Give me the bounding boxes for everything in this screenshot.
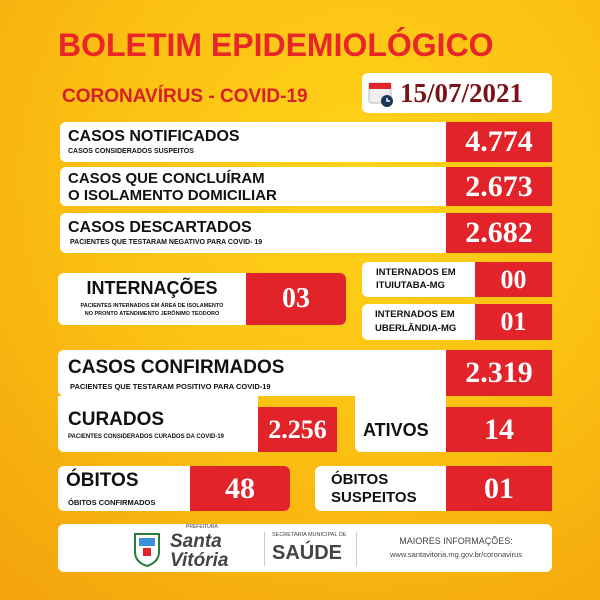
row-value: 4.774: [446, 122, 552, 162]
page-title: BOLETIM EPIDEMIOLÓGICO: [58, 27, 494, 63]
obitos-box: ÓBITOS ÓBITOS CONFIRMADOS 48: [58, 466, 290, 511]
obitos-suspeitos-box: ÓBITOS SUSPEITOS 01: [315, 466, 552, 511]
curados-sub: PACIENTES CONSIDERADOS CURADOS DA COVID-…: [68, 434, 225, 440]
row-label: CASOS QUE CONCLUÍRAM: [68, 170, 265, 187]
uberlandia-label1: INTERNADOS EM: [375, 309, 455, 320]
logo-name-2: Vitória: [170, 550, 229, 571]
obitos-suspeitos-label2: SUSPEITOS: [331, 489, 417, 506]
row-isolamento: CASOS QUE CONCLUÍRAM O ISOLAMENTO DOMICI…: [60, 167, 552, 206]
uberlandia-box: INTERNADOS EM UBERLÂNDIA-MG 01: [362, 304, 552, 340]
internacoes-sub1: PACIENTES INTERNADOS EM ÁREA DE ISOLAMEN…: [80, 303, 224, 309]
confirmados-value: 2.319: [446, 350, 552, 396]
uberlandia-value: 01: [475, 304, 552, 340]
uberlandia-label2: UBERLÂNDIA-MG: [375, 323, 457, 334]
ituiutaba-value: 00: [475, 262, 552, 297]
obitos-suspeitos-label1: ÓBITOS: [331, 471, 389, 488]
row-casos-notificados: CASOS NOTIFICADOS CASOS CONSIDERADOS SUS…: [60, 122, 552, 162]
ituiutaba-box: INTERNADOS EM ITUIUTABA-MG 00: [362, 262, 552, 297]
row-label-2: O ISOLAMENTO DOMICILIAR: [68, 187, 277, 204]
row-sub: CASOS CONSIDERADOS SUSPEITOS: [68, 148, 194, 155]
curados-box: CURADOS PACIENTES CONSIDERADOS CURADOS D…: [58, 396, 258, 452]
internacoes-sub2: NO PRONTO ATENDIMENTO JERÔNIMO TEODORO: [84, 311, 220, 317]
secretaria-label: SECRETARIA MUNICIPAL DE: [272, 532, 347, 538]
internacoes-box: INTERNAÇÕES PACIENTES INTERNADOS EM ÁREA…: [58, 273, 346, 325]
website-link[interactable]: www.santavitoria.mg.gov.br/coronavirus: [390, 550, 522, 559]
row-label: CASOS DESCARTADOS: [68, 219, 252, 236]
obitos-label: ÓBITOS: [66, 470, 139, 491]
obitos-suspeitos-value: 01: [446, 466, 552, 511]
date-box: 15/07/2021: [362, 73, 552, 113]
obitos-sub: ÓBITOS CONFIRMADOS: [68, 498, 156, 507]
confirmados-sub: PACIENTES QUE TESTARAM POSITIVO PARA COV…: [70, 382, 271, 391]
internacoes-value: 03: [246, 273, 346, 325]
ativos-label: ATIVOS: [363, 420, 429, 440]
ativos-box: ATIVOS: [355, 396, 446, 452]
internacoes-label: INTERNAÇÕES: [86, 278, 218, 298]
curados-label: CURADOS: [68, 409, 165, 430]
row-sub: PACIENTES QUE TESTARAM NEGATIVO PARA COV…: [70, 239, 263, 246]
subtitle: CORONAVÍRUS - COVID-19: [62, 86, 308, 107]
confirmados-box: CASOS CONFIRMADOS PACIENTES QUE TESTARAM…: [58, 350, 552, 396]
city-coat-of-arms-icon: [134, 533, 160, 568]
ituiutaba-label2: ITUIUTABA-MG: [376, 280, 445, 291]
divider: [264, 532, 265, 566]
logo-name-1: Santa: [170, 531, 222, 552]
saude-label: SAÚDE: [272, 542, 343, 564]
ituiutaba-label1: INTERNADOS EM: [376, 267, 456, 278]
obitos-value: 48: [190, 466, 290, 511]
calendar-icon: [368, 82, 393, 107]
date: 15/07/2021: [400, 77, 524, 108]
more-info-label: MAIORES INFORMAÇÕES:: [399, 536, 513, 546]
curados-value: 2.256: [258, 407, 337, 452]
divider: [356, 532, 357, 566]
footer: PREFEITURA Santa Vitória SECRETARIA MUNI…: [58, 524, 552, 572]
row-value: 2.682: [446, 213, 552, 253]
row-label: CASOS NOTIFICADOS: [68, 128, 240, 145]
row-descartados: CASOS DESCARTADOS PACIENTES QUE TESTARAM…: [60, 213, 552, 253]
logo-prefeitura: PREFEITURA: [186, 524, 218, 530]
ativos-value: 14: [446, 407, 552, 452]
row-value: 2.673: [446, 167, 552, 206]
confirmados-label: CASOS CONFIRMADOS: [68, 357, 285, 378]
